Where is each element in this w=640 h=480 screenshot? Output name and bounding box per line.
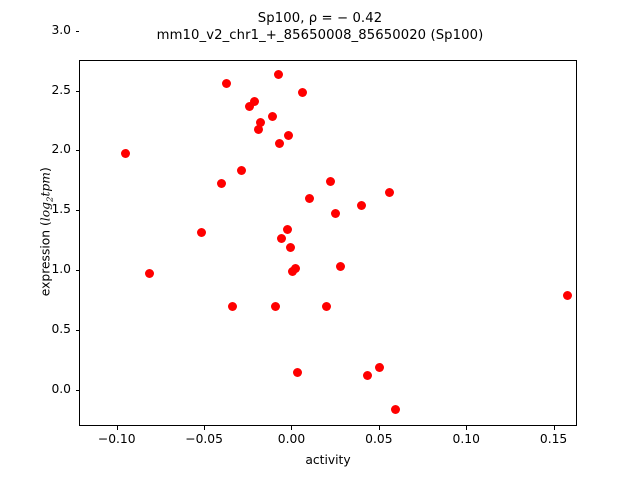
scatter-point <box>196 227 206 237</box>
x-axis-tick <box>204 426 206 430</box>
scatter-point <box>237 166 247 176</box>
x-axis-tick <box>291 426 293 430</box>
x-axis-label: activity <box>305 453 351 467</box>
x-axis-tick-label: 0.10 <box>452 432 480 446</box>
scatter-point <box>217 178 227 188</box>
x-axis-tick-label: 0.15 <box>539 432 568 446</box>
y-axis-tick <box>75 269 79 271</box>
x-axis-tick-label: −0.05 <box>185 432 223 446</box>
x-axis-tick <box>466 426 468 430</box>
x-axis-tick-label: −0.10 <box>97 432 136 446</box>
x-axis-tick <box>553 426 555 430</box>
y-axis-tick <box>75 210 79 212</box>
chart-subtitle: mm10_v2_chr1_+_85650008_85650020 (Sp100) <box>156 28 484 44</box>
data-points-layer <box>80 61 576 425</box>
y-axis-tick-label: 1.0 <box>51 261 71 276</box>
y-axis-tick-label: 0.0 <box>51 381 71 396</box>
y-axis-tick-label: 0.5 <box>51 321 71 336</box>
scatter-point <box>121 148 131 158</box>
scatter-point <box>270 302 280 312</box>
scatter-point <box>222 78 232 88</box>
scatter-point <box>245 102 255 112</box>
scatter-point <box>284 131 294 141</box>
y-axis-tick <box>75 90 79 92</box>
chart-title-block: Sp100, ρ = − 0.42 mm10_v2_chr1_+_8565000… <box>0 10 640 45</box>
scatter-point <box>325 176 335 186</box>
y-axis-tick <box>75 150 79 152</box>
x-axis-tick <box>378 426 380 430</box>
scatter-point <box>374 363 384 373</box>
chart-title: Sp100, ρ = − 0.42 <box>257 11 383 26</box>
y-axis-tick <box>75 30 79 32</box>
y-axis-tick <box>75 329 79 331</box>
scatter-point <box>390 404 400 414</box>
x-axis-tick-label: 0.00 <box>277 432 306 446</box>
x-axis-tick-label: 0.05 <box>365 432 393 446</box>
scatter-point <box>282 224 292 234</box>
scatter-point <box>145 268 155 278</box>
scatter-point <box>384 188 394 198</box>
scatter-point <box>276 234 286 244</box>
y-axis-tick-label: 2.0 <box>51 142 71 157</box>
scatter-point <box>335 261 345 271</box>
scatter-point <box>357 201 366 211</box>
scatter-point <box>304 194 314 204</box>
scatter-point <box>250 96 260 106</box>
y-axis-tick-label: 1.5 <box>51 202 71 217</box>
scatter-point <box>293 368 303 378</box>
scatter-point <box>363 371 373 381</box>
scatter-point <box>331 209 341 219</box>
scatter-point <box>275 139 285 149</box>
y-axis-tick <box>75 389 79 391</box>
scatter-point <box>268 112 278 122</box>
scatter-point <box>322 302 332 312</box>
x-axis-tick <box>116 426 118 430</box>
scatter-point <box>274 70 284 80</box>
scatter-point <box>253 124 263 134</box>
scatter-point <box>562 291 572 301</box>
scatter-point <box>285 242 295 252</box>
y-axis-tick-label: 3.0 <box>51 22 71 37</box>
scatter-point <box>297 88 307 98</box>
y-axis-label: expression (log2tpm) <box>38 167 56 297</box>
y-axis-tick-label: 2.5 <box>51 82 71 97</box>
scatter-point <box>255 117 265 127</box>
scatter-point <box>227 301 237 311</box>
scatter-point <box>291 263 301 273</box>
plot-axes-frame <box>79 60 577 426</box>
